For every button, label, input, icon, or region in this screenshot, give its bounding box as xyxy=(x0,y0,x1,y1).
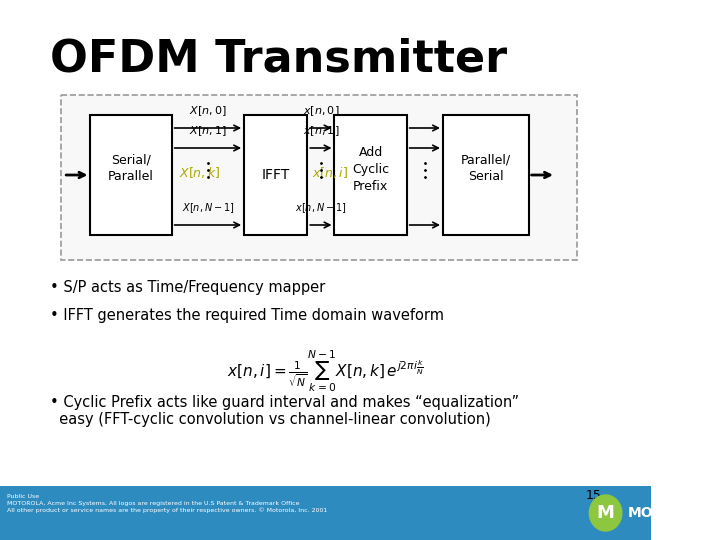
Text: • IFFT generates the required Time domain waveform: • IFFT generates the required Time domai… xyxy=(50,308,444,323)
Text: Cyclic: Cyclic xyxy=(352,164,389,177)
Text: Public Use
MOTOROLA, Acme Inc Systems, All logos are registered in the U.S Paten: Public Use MOTOROLA, Acme Inc Systems, A… xyxy=(7,494,328,513)
Text: $x[n,1]$: $x[n,1]$ xyxy=(302,124,339,138)
Circle shape xyxy=(589,495,622,531)
Text: Serial: Serial xyxy=(468,171,503,184)
Text: $x[n,0]$: $x[n,0]$ xyxy=(302,104,339,118)
Text: MOTOROLA: MOTOROLA xyxy=(627,506,716,520)
Text: $x[n,i]$: $x[n,i]$ xyxy=(312,165,348,180)
Bar xyxy=(91,115,172,235)
Text: 15: 15 xyxy=(585,489,602,502)
Text: • Cyclic Prefix acts like guard interval and makes “equalization”
  easy (FFT-cy: • Cyclic Prefix acts like guard interval… xyxy=(50,395,519,427)
Text: $x[n,i] = \frac{1}{\sqrt{N}} \sum_{k=0}^{N-1} X[n,k]\, e^{j2\pi i \frac{k}{N}}$: $x[n,i] = \frac{1}{\sqrt{N}} \sum_{k=0}^… xyxy=(227,348,424,394)
Text: $X[n,1]$: $X[n,1]$ xyxy=(189,124,227,138)
Text: $X[n,N-1]$: $X[n,N-1]$ xyxy=(181,201,234,215)
Text: Serial/: Serial/ xyxy=(111,153,151,166)
Text: Parallel/: Parallel/ xyxy=(461,153,511,166)
Bar xyxy=(61,95,577,260)
Text: M: M xyxy=(597,504,614,522)
Text: Parallel: Parallel xyxy=(108,171,154,184)
Text: Prefix: Prefix xyxy=(353,180,388,193)
Text: Add: Add xyxy=(359,146,383,159)
Bar xyxy=(334,115,407,235)
Bar xyxy=(244,115,307,235)
Bar xyxy=(443,115,528,235)
Text: • S/P acts as Time/Frequency mapper: • S/P acts as Time/Frequency mapper xyxy=(50,280,325,295)
Text: $X[n,k]$: $X[n,k]$ xyxy=(179,165,220,180)
Bar xyxy=(0,486,651,540)
Text: $x[n,N-1]$: $x[n,N-1]$ xyxy=(295,201,346,215)
Text: $X[n,0]$: $X[n,0]$ xyxy=(189,104,227,118)
Text: IFFT: IFFT xyxy=(261,168,290,182)
Text: OFDM Transmitter: OFDM Transmitter xyxy=(50,38,507,81)
